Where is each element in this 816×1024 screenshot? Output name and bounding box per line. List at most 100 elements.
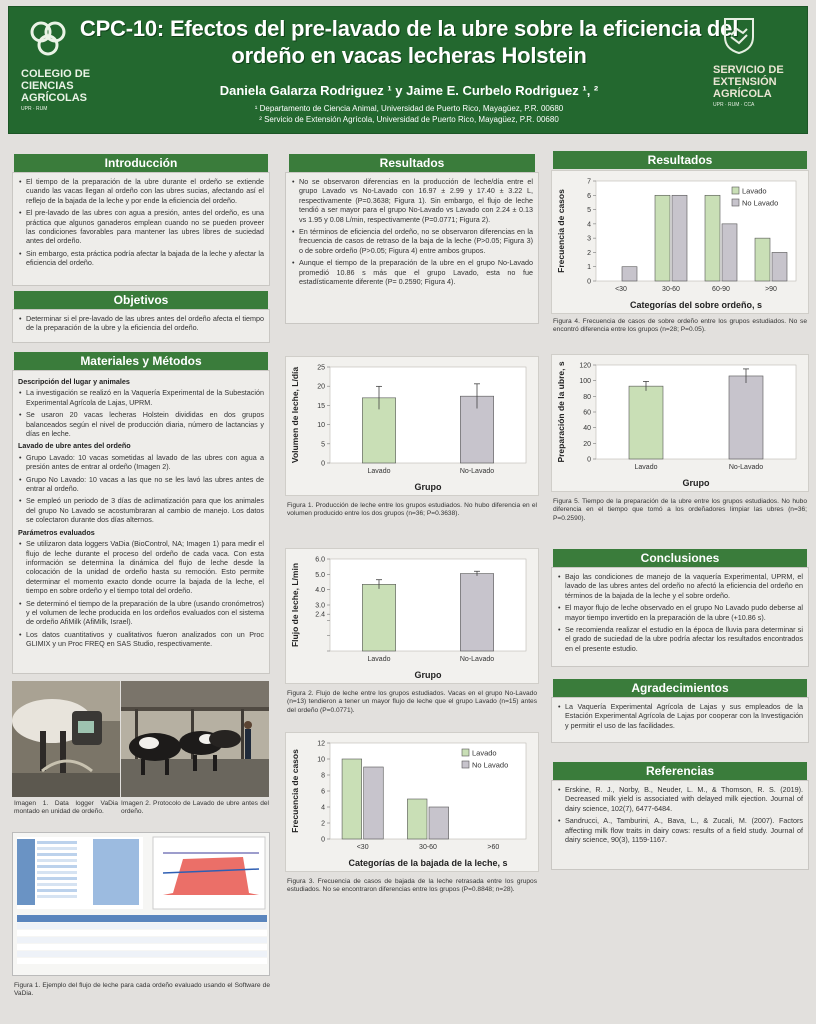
affiliation-1: ¹ Departamento de Ciencia Animal, Univer… bbox=[254, 104, 564, 113]
y-axis-label: Flujo de leche, L/min bbox=[290, 563, 300, 647]
vadia-software-illustration bbox=[17, 836, 267, 964]
referencias-box: Erskine, R. J., Norby, B., Neuder, L. M.… bbox=[551, 780, 809, 870]
x-axis-label: Categorías del sobre ordeño, s bbox=[630, 300, 762, 310]
y-tick-label: 20 bbox=[583, 441, 591, 448]
x-tick-label: Lavado bbox=[368, 656, 391, 663]
referencias-title: Referencias bbox=[553, 762, 807, 780]
y-tick-label: 3 bbox=[587, 236, 591, 243]
caption-fig4: Figura 4. Frecuencia de casos de sobre o… bbox=[553, 318, 807, 334]
y-axis-label: Frecuencia de casos bbox=[290, 749, 300, 833]
y-axis-label: Volumen de leche, L/día bbox=[290, 367, 300, 463]
bar-no-lavado bbox=[363, 766, 384, 840]
x-tick-label: No-Lavado bbox=[460, 468, 494, 475]
affiliation-2: ² Servicio de Extensión Agrícola, Univer… bbox=[259, 115, 559, 124]
x-axis-label: Grupo bbox=[415, 670, 442, 680]
list-item: Determinar si el pre-lavado de las ubres… bbox=[18, 314, 264, 333]
y-tick-label: 2.4 bbox=[315, 612, 325, 619]
materiales-list-1: La investigación se realizó en la Vaquer… bbox=[18, 388, 264, 438]
agradecimientos-box: La Vaquería Experimental Agrícola de Laj… bbox=[551, 697, 809, 743]
bar-lavado bbox=[654, 194, 671, 282]
list-item: Sandrucci, A., Tamburini, A., Bava, L., … bbox=[557, 816, 803, 844]
chart-fig2: 2.4 3.0 4.0 5.0 6.0 Flujo de leche, L/min Grup… bbox=[285, 548, 539, 684]
conclusiones-list: Bajo las condiciones de manejo de la vaq… bbox=[557, 572, 803, 653]
plot-area bbox=[595, 364, 797, 460]
photo-barn-illustration bbox=[121, 681, 269, 797]
x-axis-label: Categorías de la bajada de la leche, s bbox=[348, 858, 507, 868]
legend-label: Lavado bbox=[742, 187, 767, 196]
agradecimientos-list: La Vaquería Experimental Agrícola de Laj… bbox=[557, 702, 803, 730]
introduccion-box: El tiempo de la preparación de la ubre d… bbox=[12, 172, 270, 286]
bar-lavado bbox=[341, 758, 362, 840]
bar-lavado bbox=[704, 194, 721, 282]
y-axis-label: Frecuencia de casos bbox=[556, 189, 566, 273]
y-tick-label: 4 bbox=[321, 805, 325, 812]
list-item: El mayor flujo de leche observado en el … bbox=[557, 603, 803, 622]
y-tick-label: 10 bbox=[317, 422, 325, 429]
materiales-box: Descripción del lugar y animales La inve… bbox=[12, 370, 270, 674]
bar-no-lavado bbox=[621, 266, 638, 282]
y-tick-label: 2 bbox=[587, 250, 591, 257]
materiales-subheading-3: Parámetros evaluados bbox=[18, 527, 95, 537]
plot-area bbox=[329, 366, 527, 464]
legend-label: No Lavado bbox=[742, 199, 778, 208]
materiales-list-2: Grupo Lavado: 10 vacas sometidas al lava… bbox=[18, 453, 264, 525]
list-item: Se determinó el tiempo de la preparación… bbox=[18, 599, 264, 627]
resultados-box: No se observaron diferencias en la produ… bbox=[285, 172, 539, 324]
plot-area bbox=[329, 742, 527, 840]
list-item: El pre-lavado de las ubres con agua a pr… bbox=[18, 208, 264, 246]
logo-right-sub: UPR · RUM · CCA bbox=[713, 102, 755, 108]
x-tick-label: Lavado bbox=[635, 464, 658, 471]
y-tick-label: 0 bbox=[321, 461, 325, 468]
agradecimientos-title: Agradecimientos bbox=[553, 679, 807, 697]
x-tick-label: Lavado bbox=[368, 468, 391, 475]
y-tick-label: 6 bbox=[321, 789, 325, 796]
list-item: El tiempo de la preparación de la ubre d… bbox=[18, 177, 264, 205]
introduccion-list: El tiempo de la preparación de la ubre d… bbox=[18, 177, 264, 268]
list-item: La Vaquería Experimental Agrícola de Laj… bbox=[557, 702, 803, 730]
x-tick-label: >60 bbox=[487, 844, 499, 851]
caption-fig5: Figura 5. Tiempo de la preparación de la… bbox=[553, 498, 807, 522]
x-axis-label: Grupo bbox=[415, 482, 442, 492]
list-item: Grupo Lavado: 10 vacas sometidas al lava… bbox=[18, 453, 264, 472]
legend-swatch bbox=[731, 198, 740, 207]
list-item: En términos de eficiencia del ordeño, no… bbox=[291, 227, 533, 255]
list-item: Grupo No Lavado: 10 vacas a las que no s… bbox=[18, 475, 264, 494]
bar-no-lavado bbox=[428, 806, 449, 840]
y-tick-label: 4 bbox=[587, 221, 591, 228]
chart-fig5: 0 20 40 60 80 100 120 Preparación de la ubre, s… bbox=[551, 354, 809, 492]
list-item: Los datos cuantitativos y cualitativos f… bbox=[18, 630, 264, 649]
photo-vadia-illustration bbox=[12, 681, 120, 797]
y-tick-label: 60 bbox=[583, 410, 591, 417]
legend-swatch bbox=[731, 186, 740, 195]
clover-logo-icon bbox=[30, 21, 66, 56]
y-tick-label: 3.0 bbox=[315, 603, 325, 610]
x-tick-label: 30-60 bbox=[662, 286, 680, 293]
objetivos-title: Objetivos bbox=[14, 291, 268, 309]
caption-fig2: Figura 2. Flujo de leche entre los grupo… bbox=[287, 690, 537, 714]
y-tick-label: 6 bbox=[587, 193, 591, 200]
x-tick-label: <30 bbox=[357, 844, 369, 851]
objetivos-list: Determinar si el pre-lavado de las ubres… bbox=[18, 314, 264, 333]
materiales-subheading-1: Descripción del lugar y animales bbox=[18, 377, 130, 386]
x-tick-label: 60-90 bbox=[712, 286, 730, 293]
x-tick-label: 30-60 bbox=[419, 844, 437, 851]
y-tick-label: 4.0 bbox=[315, 587, 325, 594]
fig2-svg: 2.4 3.0 4.0 5.0 6.0 Flujo de leche, L/min Grup… bbox=[290, 557, 527, 680]
chart-fig4: 0 1 2 3 4 5 6 7 Frecuencia de casos Categorías de… bbox=[551, 170, 809, 314]
y-tick-label: 7 bbox=[587, 179, 591, 186]
resultados-right-title: Resultados bbox=[553, 151, 807, 169]
y-tick-label: 8 bbox=[321, 773, 325, 780]
x-tick-label: >90 bbox=[765, 286, 777, 293]
y-tick-label: 100 bbox=[579, 378, 591, 385]
logo-extension: SERVICIO DE EXTENSIÓN AGRÍCOLA UPR · RUM… bbox=[713, 15, 795, 125]
fig3-svg: 0 2 4 6 8 10 12 Frecuencia de casos Categorías d… bbox=[290, 741, 527, 868]
plot-area bbox=[329, 558, 527, 652]
list-item: La investigación se realizó en la Vaquer… bbox=[18, 388, 264, 407]
y-axis-label: Preparación de la ubre, s bbox=[556, 361, 566, 462]
materiales-title: Materiales y Métodos bbox=[14, 352, 268, 370]
y-tick-label: 120 bbox=[579, 363, 591, 370]
conclusiones-title: Conclusiones bbox=[553, 549, 807, 567]
bar-lavado bbox=[628, 385, 664, 460]
y-tick-label: 10 bbox=[317, 757, 325, 764]
bar-no-lavado bbox=[460, 573, 494, 652]
